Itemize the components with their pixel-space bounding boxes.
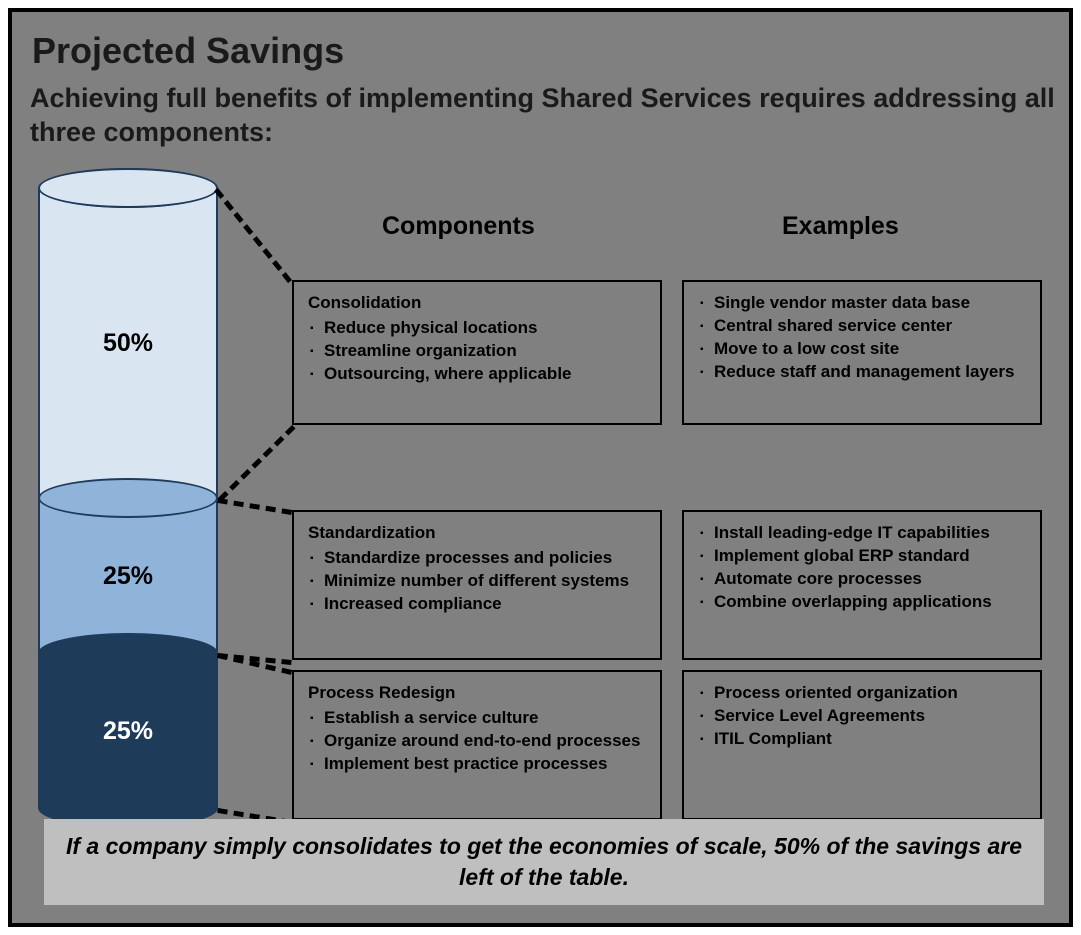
component-bullet: Establish a service culture	[310, 707, 648, 730]
cylinder-label-consolidation: 50%	[38, 329, 218, 358]
example-bullet: ITIL Compliant	[700, 728, 1028, 751]
cylinder-lip-standardization	[38, 478, 218, 518]
example-bullet: Implement global ERP standard	[700, 545, 1028, 568]
column-header-components: Components	[382, 212, 535, 241]
example-bullet: Move to a low cost site	[700, 338, 1028, 361]
component-box-standardization: StandardizationStandardize processes and…	[292, 510, 662, 660]
example-bullet: Single vendor master data base	[700, 292, 1028, 315]
footer-callout: If a company simply consolidates to get …	[44, 819, 1044, 905]
component-bullet: Streamline organization	[310, 340, 648, 363]
example-bullet: Install leading-edge IT capabilities	[700, 522, 1028, 545]
component-bullet: Reduce physical locations	[310, 317, 648, 340]
example-bullet: Central shared service center	[700, 315, 1028, 338]
connector-consolidation-top	[214, 188, 292, 283]
component-bullet: Implement best practice processes	[310, 753, 648, 776]
example-bullet: Automate core processes	[700, 568, 1028, 591]
example-box-consolidation: Single vendor master data baseCentral sh…	[682, 280, 1042, 425]
component-box-consolidation: ConsolidationReduce physical locationsSt…	[292, 280, 662, 425]
cylinder-label-process-redesign: 25%	[38, 717, 218, 746]
connector-consolidation-bottom	[218, 425, 296, 502]
component-box-process-redesign: Process RedesignEstablish a service cult…	[292, 670, 662, 820]
cylinder-top	[38, 168, 218, 208]
component-bullet: Organize around end-to-end processes	[310, 730, 648, 753]
page-subtitle: Achieving full benefits of implementing …	[30, 82, 1069, 150]
infographic-frame: Projected Savings Achieving full benefit…	[8, 8, 1073, 927]
component-title-standardization: Standardization	[308, 522, 648, 545]
column-header-examples: Examples	[782, 212, 899, 241]
example-box-process-redesign: Process oriented organizationService Lev…	[682, 670, 1042, 820]
component-bullet: Increased compliance	[310, 593, 648, 616]
connector-standardization-top	[217, 498, 292, 515]
example-bullet: Reduce staff and management layers	[700, 361, 1028, 384]
example-bullet: Process oriented organization	[700, 682, 1028, 705]
component-bullet: Minimize number of different systems	[310, 570, 648, 593]
example-bullet: Combine overlapping applications	[700, 591, 1028, 614]
cylinder-label-standardization: 25%	[38, 562, 218, 591]
cylinder-lip-process-redesign	[38, 633, 218, 673]
savings-cylinder: 50% 25% 25%	[38, 188, 218, 808]
example-box-standardization: Install leading-edge IT capabilitiesImpl…	[682, 510, 1042, 660]
component-bullet: Outsourcing, where applicable	[310, 363, 648, 386]
page-title: Projected Savings	[32, 30, 344, 72]
component-title-consolidation: Consolidation	[308, 292, 648, 315]
example-bullet: Service Level Agreements	[700, 705, 1028, 728]
component-bullet: Standardize processes and policies	[310, 547, 648, 570]
component-title-process-redesign: Process Redesign	[308, 682, 648, 705]
